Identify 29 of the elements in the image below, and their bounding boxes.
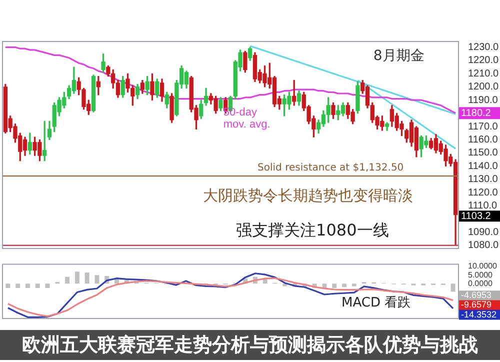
annotation: MACD 看跌 bbox=[342, 295, 411, 310]
y-tick-label: 1110.0 bbox=[468, 200, 498, 212]
y-tick-label: 1170.0 bbox=[468, 121, 498, 132]
y-tick-label: 1200.0 bbox=[468, 82, 500, 93]
y-tick-label: 1220.0 bbox=[468, 55, 500, 66]
annotation: 8月期金 bbox=[373, 48, 424, 64]
y-tick-label: 1160.0 bbox=[468, 134, 498, 146]
y-tick-label: 1090.0 bbox=[468, 226, 500, 238]
y-tick-label: 1190.0 bbox=[468, 94, 498, 106]
y-tick-label: 5.0000 bbox=[468, 270, 494, 280]
text: 1180.2 bbox=[461, 108, 492, 119]
ref-line-label: 强支撑关注1080一线 bbox=[236, 220, 389, 240]
y-tick-label: 0.0000 bbox=[468, 278, 494, 288]
text: 1103.2 bbox=[461, 210, 492, 222]
text: -4.6953 bbox=[461, 290, 492, 300]
series-label: 50-day mov. avg. bbox=[223, 106, 270, 130]
text: 欧洲五大联赛冠军走势分析与预测揭示各队优势与挑战 bbox=[0, 330, 500, 360]
y-tick-label: 1130.0 bbox=[468, 174, 498, 186]
y-tick-label: 1150.0 bbox=[468, 148, 498, 159]
y-tick-label: 1230.0 bbox=[468, 42, 500, 54]
annotation: 大阴跌势令长期趋势也变得暗淡 bbox=[202, 186, 413, 204]
y-tick-label: 10.0000 bbox=[468, 262, 498, 271]
ref-line-label: Solid resistance at $1,132.50 bbox=[258, 162, 404, 174]
y-tick-label: 1210.0 bbox=[468, 68, 500, 80]
y-tick-label: 1140.0 bbox=[468, 160, 498, 172]
text: -9.6579 bbox=[461, 300, 492, 310]
y-tick-label: 1120.0 bbox=[468, 187, 498, 198]
y-tick-label: 1080.0 bbox=[468, 240, 500, 252]
text: -14.3532 bbox=[461, 309, 497, 320]
